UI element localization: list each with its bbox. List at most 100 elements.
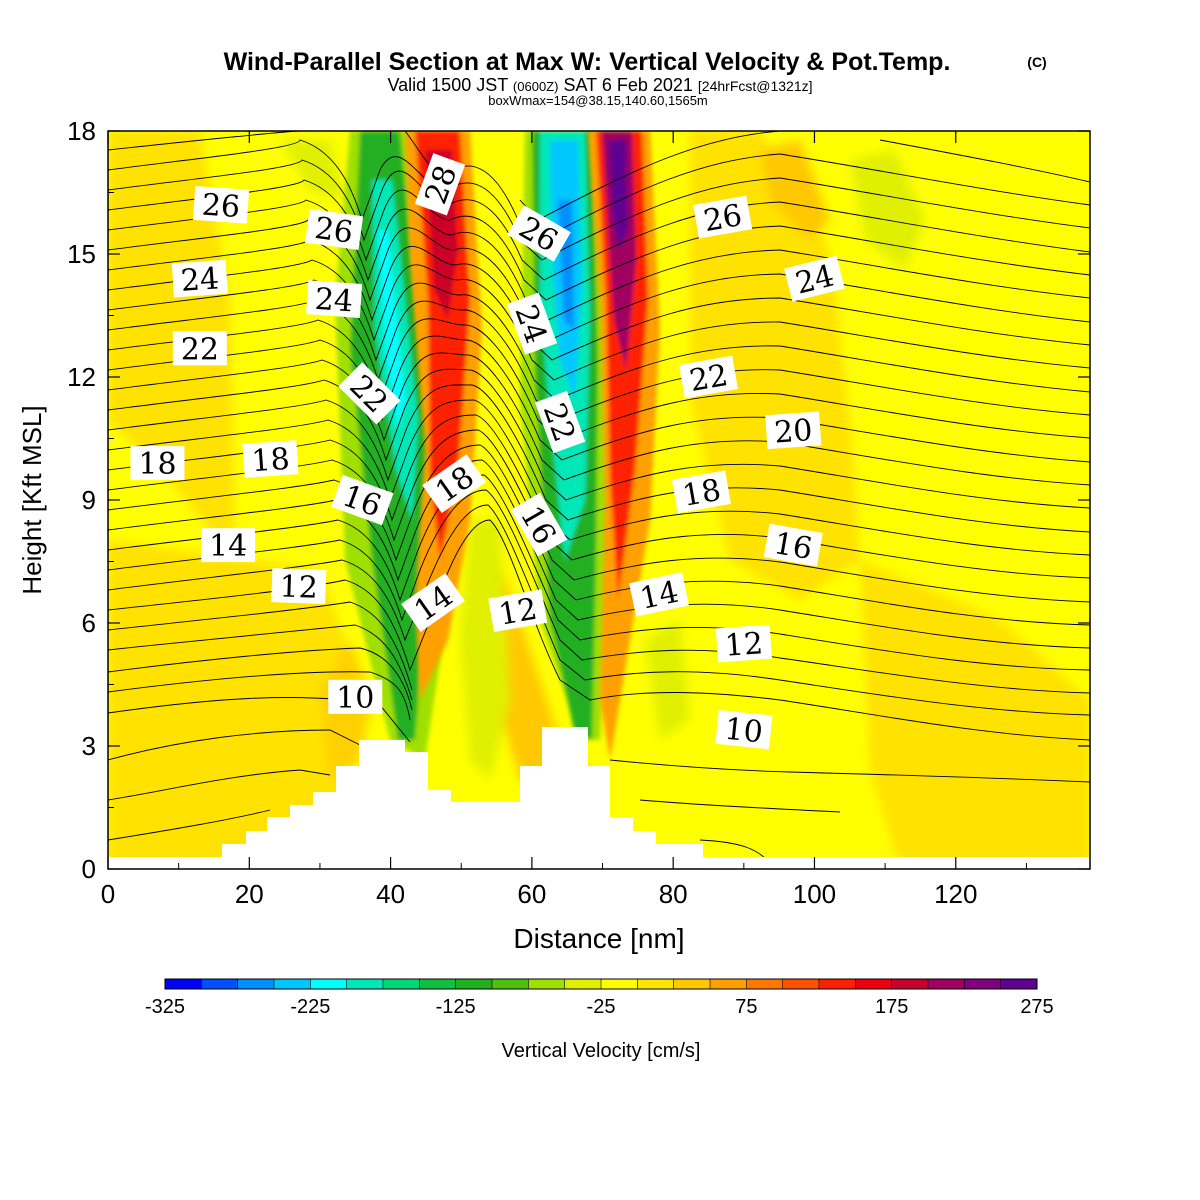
colorbar-swatch [201,979,239,989]
theta-label-box [629,572,689,617]
theta-label-box [715,709,773,750]
theta-label-text: 22 [181,332,219,367]
theta-label-box [192,185,250,224]
theta-label-text: 18 [138,447,176,482]
theta-contour-label: 10 [715,709,773,751]
colorbar-swatch [782,979,820,989]
theta-contour-label: 18 [130,446,185,482]
x-tick-label: 0 [101,879,115,909]
theta-label-text: 16 [771,526,815,567]
theta-label-box [414,153,466,216]
theta-label-text: 26 [313,211,356,251]
theta-label-box [201,528,256,563]
y-tick-label: 0 [82,854,96,884]
theta-label-text: 26 [201,188,242,226]
y-tick-label: 15 [67,239,96,269]
colorbar-swatch [346,979,384,989]
colorbar-swatch [964,979,1002,989]
colorbar-swatch [237,979,275,989]
y-tick-label: 9 [82,485,96,515]
colorbar-swatch [819,979,856,989]
colorbar-swatch [710,979,747,989]
x-tick-label: 60 [517,879,546,909]
theta-label-box [763,523,823,567]
x-tick-label: 100 [793,879,836,909]
theta-label-text: 24 [180,261,221,299]
theta-contour-label: 14 [629,572,689,617]
y-axis-label: Height [Kft MSL] [17,405,47,594]
theta-contour-label: 12 [488,589,548,633]
colorbar-swatch [492,979,529,989]
theta-label-text: 10 [723,712,765,751]
colorbar-tick-label: 75 [735,996,757,1018]
updraft-band2-inner [602,131,636,370]
colorbar-swatch [564,979,602,989]
theta-label-box [305,280,363,318]
colorbar-swatch [928,979,965,989]
weak-downdraft-right [850,150,925,270]
x-axis: 0 20 40 60 80 100 120 [101,131,1027,909]
colorbar-swatch [419,979,457,989]
theta-contour-label: 22 [678,355,739,399]
colorbar-tick-label: -25 [587,996,616,1018]
theta-label-box [401,573,465,632]
theta-label-box [488,589,548,633]
theta-label-box [671,470,731,514]
colorbar-tick-label: -325 [145,996,185,1018]
colorbar: -325 -225 -125 -25 75 175 275 [145,978,1054,1018]
theta-label-text: 10 [336,681,374,716]
theta-label-box [242,440,299,478]
theta-contour-label: 24 [305,280,363,320]
theta-contour-label: 14 [201,528,256,564]
chart-subtitle-box: boxWmax=154@38.15,140.60,1565m [488,93,708,108]
theta-label-box [338,362,401,425]
theta-label-text: 20 [773,413,814,451]
theta-label-text: 24 [314,282,355,320]
velocity-field [108,131,1090,869]
x-axis-label: Distance [nm] [513,923,684,954]
colorbar-swatch [673,979,711,989]
updraft-band2-core [608,140,628,250]
colorbar-swatch [746,979,784,989]
colorbar-swatch [383,979,420,989]
y-tick-label: 6 [82,608,96,638]
theta-label-text: 22 [687,358,731,399]
y-tick-label: 3 [82,731,96,761]
y-tick-label: 12 [67,362,96,392]
weak-updraft-left [108,540,360,869]
theta-label-box [304,208,364,250]
theta-label-box [171,259,228,298]
colorbar-swatch [274,979,311,989]
theta-label-box [507,205,571,262]
theta-label-text: 26 [701,198,745,239]
theta-contour-label: 26 [304,208,364,251]
theta-label-text: 12 [279,569,318,605]
theta-label-box [506,292,558,355]
colorbar-swatch [637,979,675,989]
theta-label-text: 18 [680,473,724,514]
theta-label-box [328,679,383,714]
colorbar-tick-label: -225 [290,996,330,1018]
colorbar-tick-label: 175 [875,996,908,1018]
x-tick-label: 20 [235,879,264,909]
theta-contour-label: 12 [271,568,327,606]
weak-updraft-upper-center [760,140,830,240]
theta-contour-label: 20 [765,411,822,451]
colorbar-swatch [528,979,566,989]
chart-title-mark: (C) [1027,54,1046,70]
terrain [108,727,1090,869]
theta-label-box [130,446,185,481]
theta-contour-label: 26 [693,195,753,239]
theta-contour-label: 18 [242,440,299,479]
weak-updraft-right-upper [690,131,860,600]
theta-label-box [331,474,394,526]
colorbar-swatch [310,979,348,989]
theta-label-box [534,390,586,454]
theta-contour-label: 22 [172,331,227,367]
theta-label-box [678,355,739,399]
theta-label-box [422,454,487,514]
theta-label-text: 12 [724,626,765,664]
theta-label-box [784,255,845,302]
